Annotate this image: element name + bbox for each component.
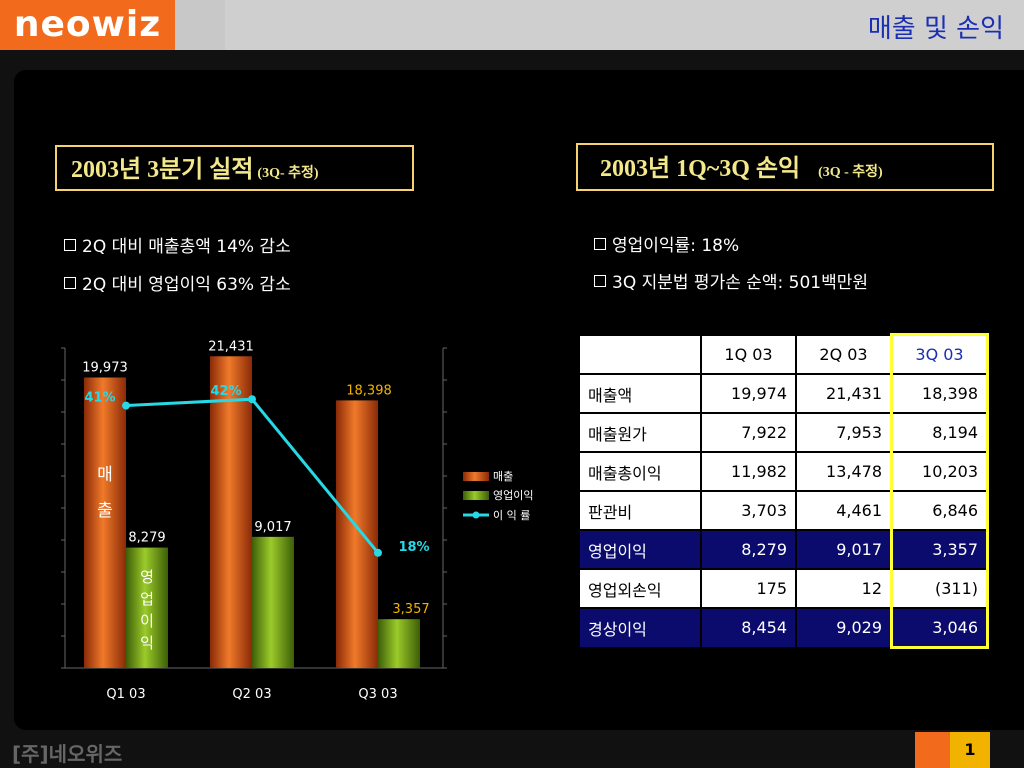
neowiz-logo: neowiz bbox=[0, 0, 175, 50]
x-tick-label: Q3 03 bbox=[358, 687, 397, 702]
operating-profit-bar bbox=[252, 536, 294, 668]
table-cell: 10,203 bbox=[890, 451, 989, 492]
table-row-label: 경상이익 bbox=[578, 607, 702, 649]
table-cell: 21,431 bbox=[795, 373, 893, 414]
revenue-data-label: 18,398 bbox=[346, 383, 392, 398]
margin-data-label: 41% bbox=[84, 391, 115, 406]
legend-margin-label: 이 익 률 bbox=[493, 509, 530, 522]
table-row: 매출액 19,974 21,431 18,398 bbox=[578, 373, 989, 414]
table-row: 매출총이익 11,982 13,478 10,203 bbox=[578, 451, 989, 492]
left-subtitle: (3Q- 추정) bbox=[257, 166, 319, 181]
footer-orange-block bbox=[915, 732, 950, 768]
margin-point bbox=[374, 548, 382, 557]
operating-profit-data-label: 9,017 bbox=[254, 520, 291, 535]
table-cell: (311) bbox=[890, 568, 989, 609]
table-row-label: 영업외손익 bbox=[578, 568, 702, 609]
table-cell: 4,461 bbox=[795, 490, 893, 531]
revenue-bar-annotation: 매 bbox=[97, 465, 113, 485]
margin-point bbox=[122, 401, 130, 410]
operating-profit-bar-annotation: 영 bbox=[140, 568, 154, 586]
right-title-box: 2003년 1Q~3Q 손익 (3Q - 추정) bbox=[576, 143, 994, 191]
table-row: 영업외손익 175 12 (311) bbox=[578, 568, 989, 609]
page-title: 매출 및 손익 bbox=[867, 14, 1004, 44]
checkbox-bullet-icon bbox=[594, 238, 606, 250]
revenue-bar-annotation: 출 bbox=[97, 501, 113, 521]
top-bar: neowiz 매출 및 손익 bbox=[0, 0, 1024, 50]
table-cell: 6,846 bbox=[890, 490, 989, 531]
table-header-row: 1Q 03 2Q 03 3Q 03 bbox=[578, 333, 989, 375]
table-cell: 9,017 bbox=[795, 529, 893, 570]
left-bullet-1: 2Q 대비 매출총액 14% 감소 bbox=[64, 232, 291, 257]
table-cell: 18,398 bbox=[890, 373, 989, 414]
table-cell: 7,953 bbox=[795, 412, 893, 453]
margin-point bbox=[248, 395, 256, 404]
table-cell: 175 bbox=[700, 568, 797, 609]
table-row-label: 매출액 bbox=[578, 373, 702, 414]
table-row: 영업이익 8,279 9,017 3,357 bbox=[578, 529, 989, 570]
table-row-label: 매출원가 bbox=[578, 412, 702, 453]
right-bullet-2: 3Q 지분법 평가손 순액: 501백만원 bbox=[594, 268, 868, 293]
checkbox-bullet-icon bbox=[594, 275, 606, 287]
operating-profit-data-label: 8,279 bbox=[128, 531, 165, 546]
checkbox-bullet-icon bbox=[64, 277, 76, 289]
table-cell: 12 bbox=[795, 568, 893, 609]
table-cell: 3,046 bbox=[890, 607, 989, 649]
legend-operating-profit-swatch bbox=[463, 491, 489, 500]
legend-margin-marker bbox=[472, 511, 480, 519]
x-tick-label: Q1 03 bbox=[106, 687, 145, 702]
table-column-header: 3Q 03 bbox=[890, 333, 989, 375]
revenue-profit-chart: 41% 42% 18% 19,973 8,279 Q1 03 21,431 9,017 Q2 … bbox=[61, 339, 533, 702]
left-title-box: 2003년 3분기 실적 (3Q- 추정) bbox=[55, 145, 414, 191]
revenue-bar bbox=[210, 356, 252, 668]
checkbox-bullet-icon bbox=[64, 239, 76, 251]
footer-company-logo: [주]네오위즈 bbox=[12, 742, 123, 766]
top-bar-light bbox=[225, 0, 1024, 50]
left-bullet-2: 2Q 대비 영업이익 63% 감소 bbox=[64, 270, 291, 295]
table-cell: 19,974 bbox=[700, 373, 797, 414]
table-cell: 8,454 bbox=[700, 607, 797, 649]
table-corner-cell bbox=[578, 333, 702, 375]
table-cell: 13,478 bbox=[795, 451, 893, 492]
right-subtitle: (3Q - 추정) bbox=[818, 165, 883, 180]
table-column-header: 1Q 03 bbox=[700, 333, 797, 375]
right-title: 2003년 1Q~3Q 손익 bbox=[600, 156, 801, 182]
table-cell: 3,703 bbox=[700, 490, 797, 531]
page-number: 1 bbox=[950, 732, 990, 768]
table-row: 판관비 3,703 4,461 6,846 bbox=[578, 490, 989, 531]
legend-revenue-swatch bbox=[463, 472, 489, 481]
revenue-data-label: 21,431 bbox=[208, 339, 254, 354]
table-cell: 8,279 bbox=[700, 529, 797, 570]
operating-profit-bar bbox=[378, 619, 420, 668]
operating-profit-bar-annotation: 익 bbox=[140, 634, 154, 652]
operating-profit-bar-annotation: 업 bbox=[140, 590, 154, 608]
table-cell: 3,357 bbox=[890, 529, 989, 570]
table-cell: 7,922 bbox=[700, 412, 797, 453]
pl-table: 1Q 03 2Q 03 3Q 03 매출액 19,974 21,431 18,398 매출원가… bbox=[578, 333, 989, 649]
table-cell: 8,194 bbox=[890, 412, 989, 453]
margin-data-label: 18% bbox=[398, 540, 429, 555]
operating-profit-bar-annotation: 이 bbox=[140, 612, 154, 630]
table-cell: 11,982 bbox=[700, 451, 797, 492]
legend-revenue-label: 매출 bbox=[493, 470, 513, 483]
table-row-label: 영업이익 bbox=[578, 529, 702, 570]
table-row-label: 판관비 bbox=[578, 490, 702, 531]
legend-operating-profit-label: 영업이익 bbox=[493, 489, 533, 502]
table-row: 경상이익 8,454 9,029 3,046 bbox=[578, 607, 989, 649]
left-title: 2003년 3분기 실적 bbox=[71, 157, 254, 183]
revenue-bar bbox=[336, 400, 378, 668]
table-row-label: 매출총이익 bbox=[578, 451, 702, 492]
right-bullet-1: 영업이익률: 18% bbox=[594, 231, 739, 256]
x-tick-label: Q2 03 bbox=[232, 687, 271, 702]
revenue-bar bbox=[84, 377, 126, 668]
revenue-data-label: 19,973 bbox=[82, 360, 128, 375]
table-cell: 9,029 bbox=[795, 607, 893, 649]
table-row: 매출원가 7,922 7,953 8,194 bbox=[578, 412, 989, 453]
table-column-header: 2Q 03 bbox=[795, 333, 893, 375]
operating-profit-bar bbox=[126, 547, 168, 668]
margin-data-label: 42% bbox=[210, 384, 241, 399]
operating-profit-data-label: 3,357 bbox=[392, 602, 429, 617]
